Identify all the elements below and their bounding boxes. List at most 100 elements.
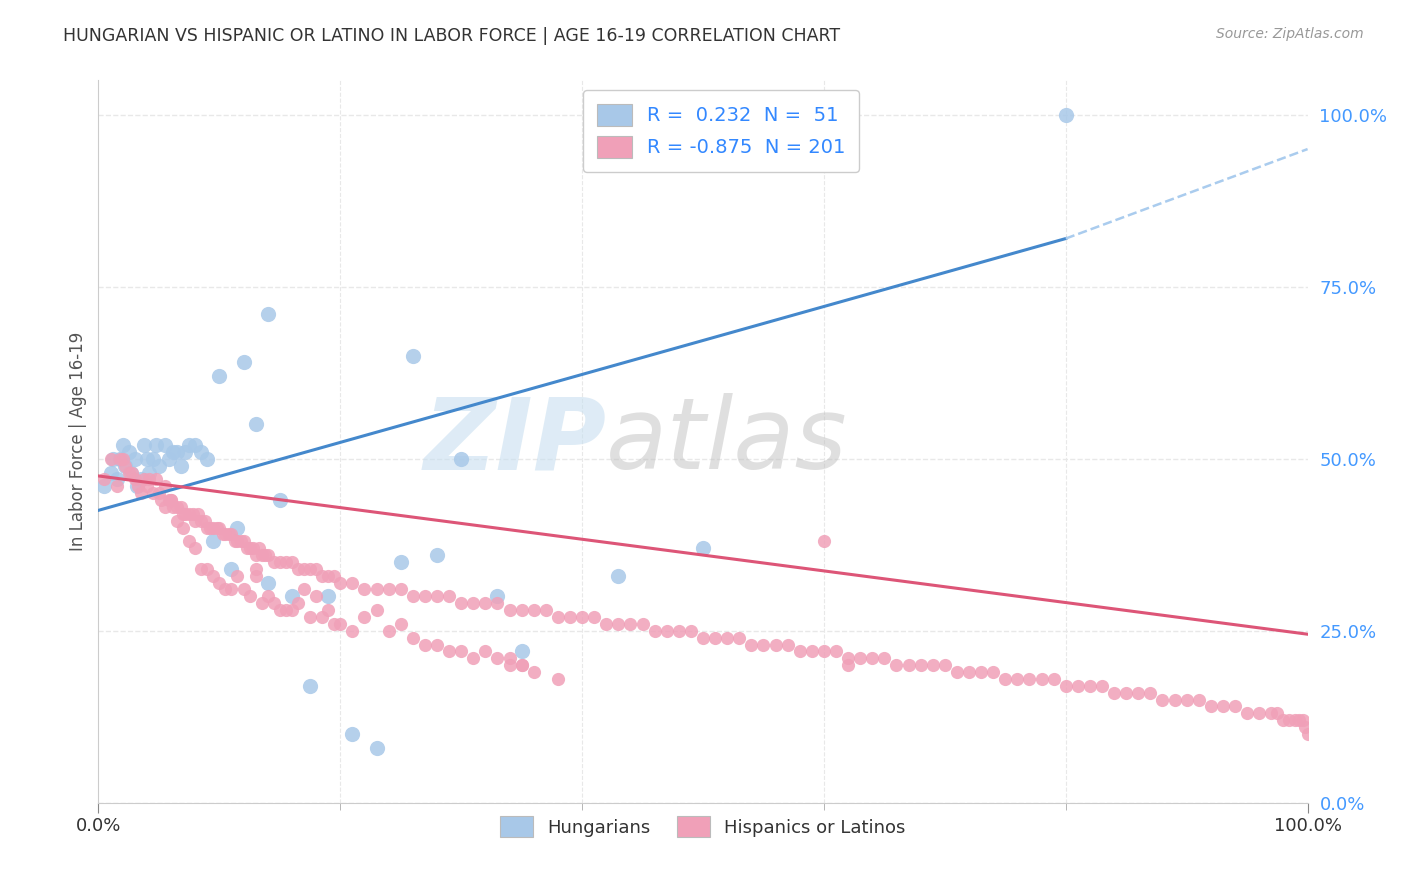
Point bbox=[269, 493, 291, 508]
Point bbox=[111, 438, 134, 452]
Point bbox=[323, 616, 346, 631]
Point bbox=[274, 555, 297, 569]
Point bbox=[181, 507, 204, 521]
Point bbox=[214, 527, 236, 541]
Point bbox=[1260, 706, 1282, 721]
Point bbox=[342, 575, 364, 590]
Point bbox=[523, 665, 546, 679]
Point bbox=[800, 644, 823, 658]
Point bbox=[1054, 108, 1077, 122]
Point bbox=[256, 548, 278, 562]
Point bbox=[547, 610, 569, 624]
Point bbox=[825, 644, 848, 658]
Point bbox=[93, 472, 115, 486]
Point bbox=[299, 679, 322, 693]
Point bbox=[1288, 713, 1310, 727]
Point bbox=[486, 596, 509, 610]
Text: atlas: atlas bbox=[606, 393, 848, 490]
Point bbox=[897, 658, 920, 673]
Point bbox=[208, 575, 231, 590]
Point bbox=[153, 438, 176, 452]
Point bbox=[172, 507, 194, 521]
Point bbox=[886, 658, 908, 673]
Point bbox=[389, 582, 412, 597]
Point bbox=[463, 651, 485, 665]
Point bbox=[813, 534, 835, 549]
Point bbox=[1031, 672, 1053, 686]
Point bbox=[837, 651, 859, 665]
Point bbox=[142, 486, 165, 500]
Point bbox=[202, 520, 225, 534]
Point bbox=[129, 472, 152, 486]
Point bbox=[607, 568, 630, 582]
Point bbox=[474, 596, 496, 610]
Point bbox=[229, 534, 252, 549]
Point bbox=[413, 590, 436, 604]
Point bbox=[1272, 713, 1295, 727]
Point bbox=[1294, 720, 1316, 734]
Point bbox=[256, 307, 278, 321]
Point bbox=[789, 644, 811, 658]
Point bbox=[190, 445, 212, 459]
Point bbox=[704, 631, 727, 645]
Point bbox=[111, 451, 134, 466]
Point bbox=[138, 472, 160, 486]
Point bbox=[281, 590, 304, 604]
Point bbox=[160, 493, 183, 508]
Point bbox=[134, 438, 156, 452]
Point bbox=[202, 568, 225, 582]
Point bbox=[148, 458, 170, 473]
Point bbox=[631, 616, 654, 631]
Point bbox=[169, 458, 191, 473]
Point bbox=[105, 479, 128, 493]
Point bbox=[108, 451, 131, 466]
Point bbox=[157, 493, 180, 508]
Point bbox=[292, 562, 315, 576]
Point bbox=[837, 658, 859, 673]
Point bbox=[287, 562, 309, 576]
Point bbox=[190, 562, 212, 576]
Point bbox=[174, 507, 197, 521]
Point bbox=[1188, 692, 1211, 706]
Point bbox=[366, 603, 388, 617]
Point bbox=[1292, 713, 1315, 727]
Point bbox=[655, 624, 678, 638]
Point bbox=[269, 555, 291, 569]
Point bbox=[437, 644, 460, 658]
Point bbox=[523, 603, 546, 617]
Point bbox=[498, 603, 520, 617]
Point bbox=[129, 486, 152, 500]
Point bbox=[860, 651, 883, 665]
Point bbox=[510, 658, 533, 673]
Point bbox=[134, 472, 156, 486]
Point bbox=[256, 590, 278, 604]
Point bbox=[138, 466, 160, 480]
Point bbox=[184, 438, 207, 452]
Point bbox=[135, 451, 157, 466]
Legend: Hungarians, Hispanics or Latinos: Hungarians, Hispanics or Latinos bbox=[494, 809, 912, 845]
Text: HUNGARIAN VS HISPANIC OR LATINO IN LABOR FORCE | AGE 16-19 CORRELATION CHART: HUNGARIAN VS HISPANIC OR LATINO IN LABOR… bbox=[63, 27, 841, 45]
Point bbox=[957, 665, 980, 679]
Point bbox=[245, 568, 267, 582]
Point bbox=[437, 590, 460, 604]
Point bbox=[813, 644, 835, 658]
Point bbox=[166, 500, 188, 514]
Point bbox=[311, 610, 333, 624]
Point bbox=[668, 624, 690, 638]
Point bbox=[1175, 692, 1198, 706]
Point bbox=[1007, 672, 1029, 686]
Point bbox=[377, 582, 399, 597]
Point bbox=[179, 438, 201, 452]
Point bbox=[93, 479, 115, 493]
Point bbox=[281, 603, 304, 617]
Point bbox=[172, 520, 194, 534]
Point bbox=[981, 665, 1004, 679]
Point bbox=[305, 562, 328, 576]
Point bbox=[994, 672, 1017, 686]
Point bbox=[1284, 713, 1306, 727]
Point bbox=[150, 493, 173, 508]
Point bbox=[644, 624, 666, 638]
Point bbox=[198, 520, 221, 534]
Point bbox=[1236, 706, 1258, 721]
Point bbox=[595, 616, 617, 631]
